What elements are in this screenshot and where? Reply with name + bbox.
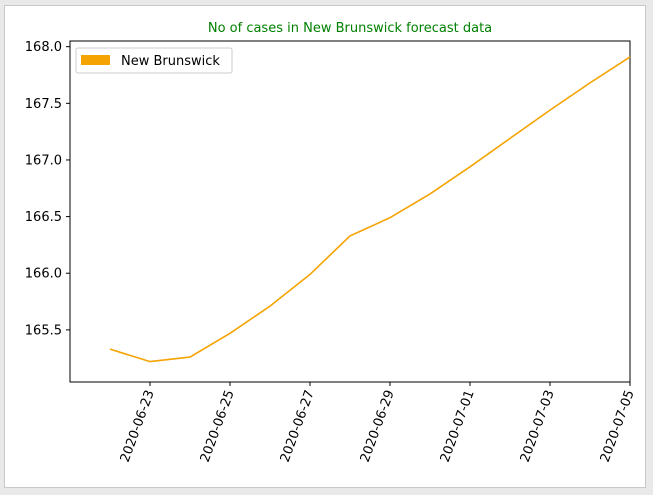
y-tick-label: 165.5 — [25, 323, 62, 338]
chart-title: No of cases in New Brunswick forecast da… — [208, 21, 492, 36]
series-line-new-brunswick — [109, 56, 631, 363]
x-tick-label: 2020-06-27 — [278, 388, 318, 464]
legend-box — [75, 47, 233, 74]
x-tick-label: 2020-07-03 — [518, 388, 558, 464]
y-tick-label: 166.5 — [25, 210, 62, 225]
legend-label: New Brunswick — [121, 54, 220, 69]
y-axis: 165.5 166.0 166.5 167.0 167.5 168.0 — [25, 40, 70, 338]
x-tick-label: 2020-06-25 — [198, 388, 238, 464]
plot-area — [69, 40, 631, 383]
y-tick-label: 166.0 — [25, 267, 62, 282]
y-tick-label: 168.0 — [25, 40, 62, 55]
x-tick-label: 2020-06-23 — [118, 388, 158, 464]
legend: New Brunswick — [75, 47, 233, 74]
y-tick-label: 167.0 — [25, 153, 62, 168]
x-tick-label: 2020-07-05 — [598, 388, 638, 464]
legend-swatch-icon — [81, 55, 110, 65]
y-tick-label: 167.5 — [25, 97, 62, 112]
x-axis: 2020-06-23 2020-06-25 2020-06-27 2020-06-29… — [118, 382, 638, 464]
x-tick-label: 2020-07-01 — [438, 388, 478, 464]
x-tick-label: 2020-06-29 — [358, 388, 398, 464]
